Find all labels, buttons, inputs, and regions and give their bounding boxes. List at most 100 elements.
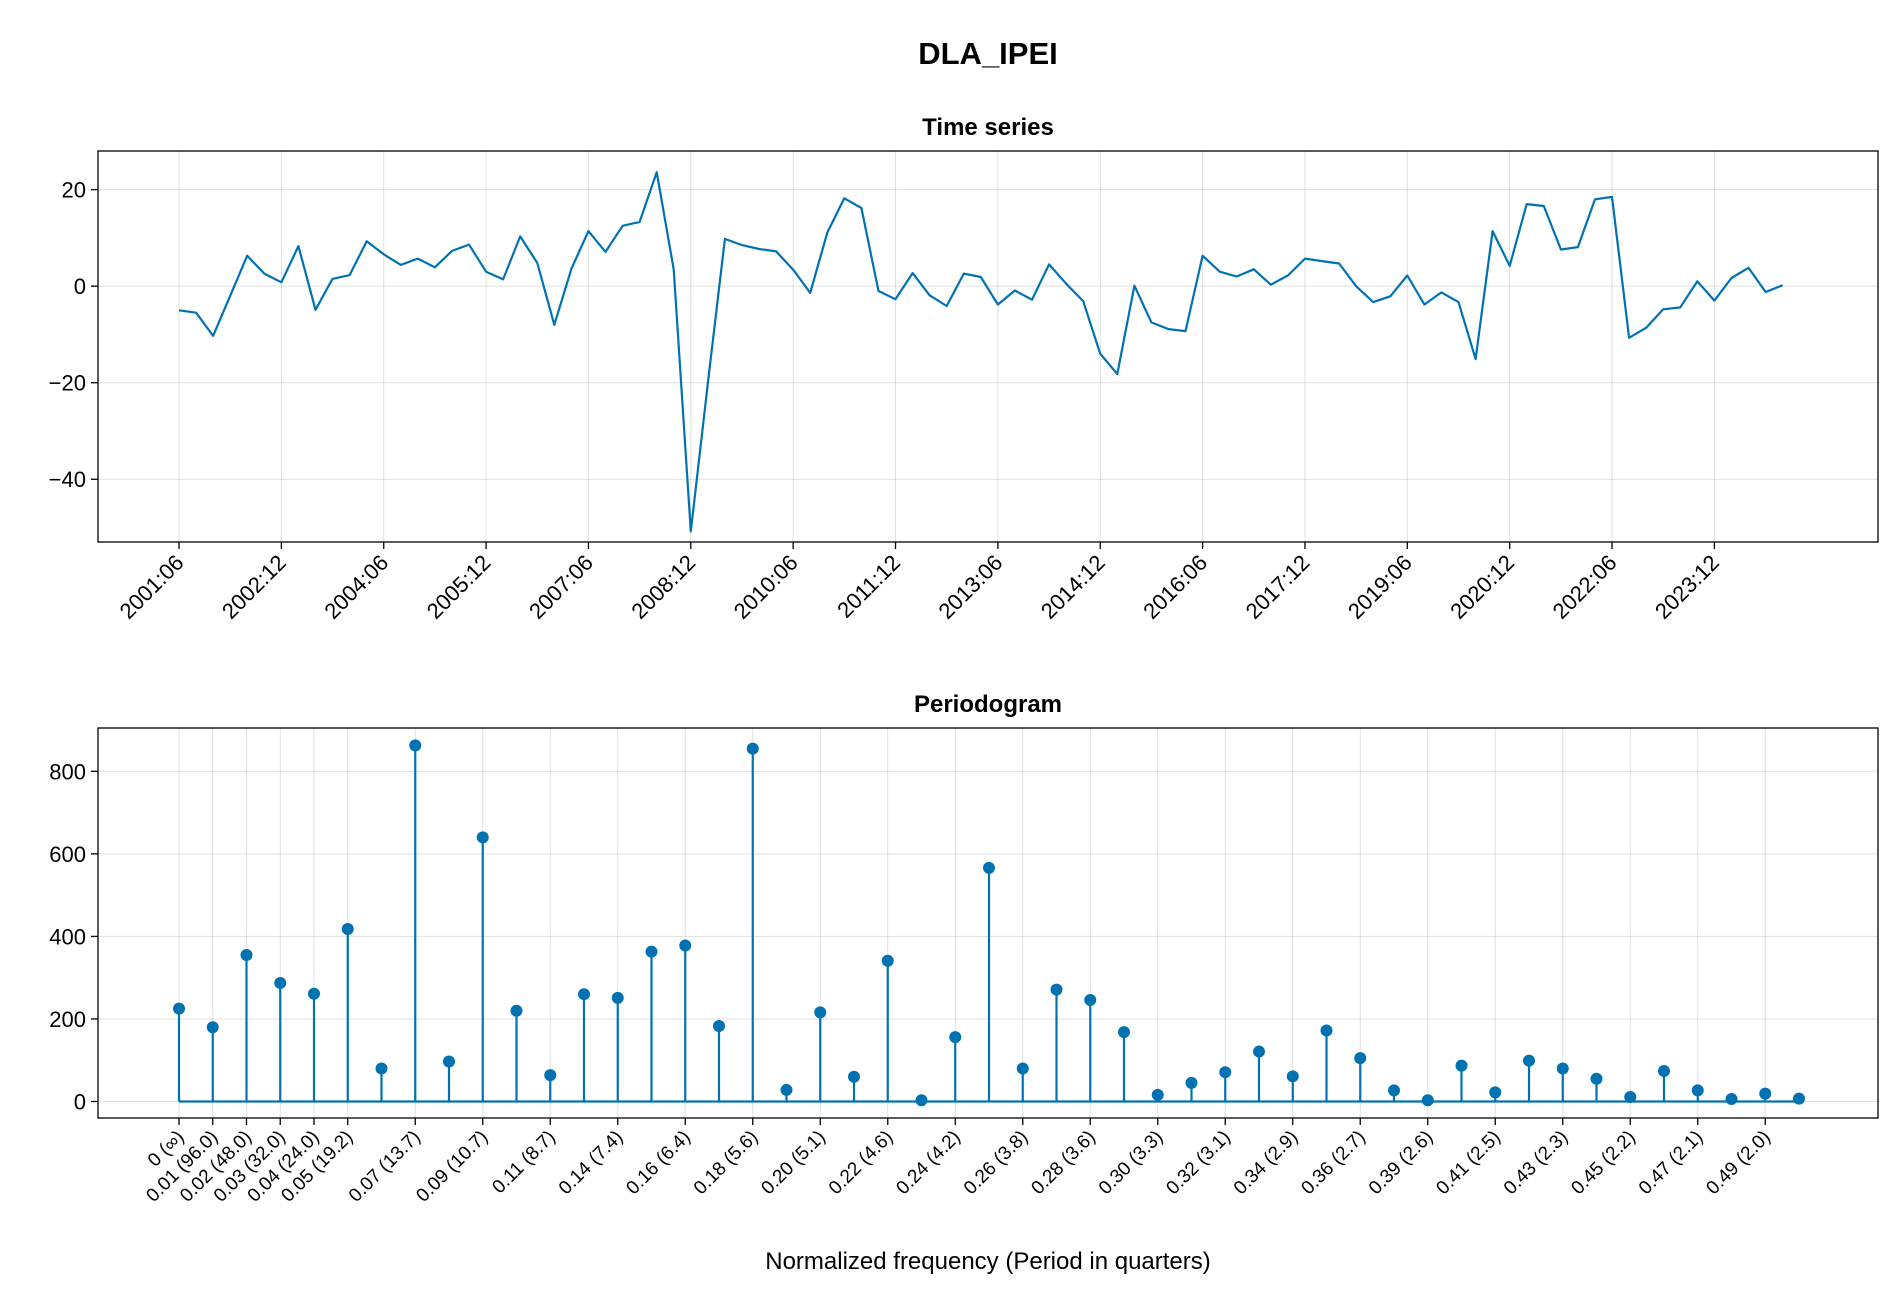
time-series-y-tick-label: −20 xyxy=(49,371,86,396)
time-series-line-group xyxy=(178,171,1784,533)
periodogram-point xyxy=(341,922,354,935)
periodogram-point xyxy=(409,739,422,752)
time-series-y-tick-label: −40 xyxy=(49,467,86,492)
periodogram-point xyxy=(645,945,658,958)
periodogram-point xyxy=(274,977,287,990)
periodogram-x-tick-label: 0.41 (2.5) xyxy=(1432,1127,1504,1199)
periodogram-y-tick-label: 800 xyxy=(49,759,86,784)
time-series-x-tick-label: 2022:06 xyxy=(1548,550,1622,624)
periodogram-point xyxy=(1523,1054,1535,1067)
periodogram-point xyxy=(848,1070,860,1083)
periodogram-point xyxy=(1084,993,1097,1006)
time-series-x-tick-label: 2017:12 xyxy=(1241,550,1315,624)
time-series-y-tick-label: 0 xyxy=(74,274,86,299)
time-series-title: Time series xyxy=(922,114,1054,141)
time-series-frame xyxy=(97,150,1879,543)
periodogram-point xyxy=(881,954,894,967)
periodogram-point xyxy=(1016,1062,1029,1075)
time-series-x-tick-label: 2013:06 xyxy=(934,550,1008,624)
time-series-x-tick-label: 2002:12 xyxy=(217,550,291,624)
time-series-x-tick-label: 2005:12 xyxy=(422,550,496,624)
periodogram-point xyxy=(375,1062,388,1075)
periodogram-x-tick-label: 0.24 (4.2) xyxy=(892,1127,964,1199)
periodogram-x-tick-label: 0.28 (3.6) xyxy=(1027,1127,1099,1199)
periodogram-x-tick-label: 0.34 (2.9) xyxy=(1230,1127,1302,1199)
periodogram-point xyxy=(1590,1072,1603,1085)
periodogram-x-tick-label: 0.45 (2.2) xyxy=(1567,1127,1639,1199)
periodogram-point xyxy=(713,1019,725,1032)
periodogram-point xyxy=(780,1083,793,1096)
periodogram-y-tick-label: 600 xyxy=(49,842,86,867)
periodogram-x-tick-label: 0.32 (3.1) xyxy=(1162,1127,1234,1199)
periodogram-x-tick-label: 0.09 (10.7) xyxy=(412,1127,492,1207)
periodogram-point xyxy=(1759,1087,1772,1100)
periodogram-point xyxy=(443,1055,455,1068)
time-series-x-tick-label: 2023:12 xyxy=(1650,550,1724,624)
periodogram-y-tick-label: 0 xyxy=(74,1089,86,1114)
time-series-x-tick-label: 2011:12 xyxy=(832,550,905,623)
periodogram-point xyxy=(1320,1024,1333,1037)
periodogram-y-tick-label: 400 xyxy=(49,924,86,949)
periodogram-x-ticks: 0 (∞)0.01 (96.0)0.02 (48.0)0.03 (32.0)0.… xyxy=(142,1118,1775,1207)
time-series-x-tick-label: 2001:06 xyxy=(115,550,189,624)
periodogram-point xyxy=(1556,1062,1569,1075)
periodogram-x-tick-label: 0.14 (7.4) xyxy=(555,1127,627,1199)
periodogram-x-tick-label: 0.20 (5.1) xyxy=(757,1127,829,1199)
periodogram-point xyxy=(1185,1076,1198,1089)
periodogram-x-tick-label: 0.22 (4.6) xyxy=(825,1127,897,1199)
periodogram-x-tick-label: 0.16 (6.4) xyxy=(622,1127,694,1199)
periodogram-x-tick-label: 0.11 (8.7) xyxy=(488,1127,559,1198)
periodogram-point xyxy=(1691,1084,1704,1097)
periodogram-point xyxy=(915,1094,928,1107)
time-series-y-ticks: −40 −20 0 20 xyxy=(49,178,98,492)
periodogram-point xyxy=(1421,1094,1434,1107)
periodogram-x-tick-label: 0.18 (5.6) xyxy=(690,1127,762,1199)
periodogram-point xyxy=(1455,1059,1468,1072)
time-series-line xyxy=(178,171,1784,533)
periodogram-x-tick-label: 0.49 (2.0) xyxy=(1702,1127,1774,1199)
periodogram-point xyxy=(814,1006,827,1019)
periodogram-point xyxy=(510,1004,523,1017)
periodogram-x-tick-label: 0.26 (3.8) xyxy=(960,1127,1032,1199)
periodogram-point xyxy=(611,991,624,1004)
periodogram-point xyxy=(983,861,995,874)
periodogram-point xyxy=(1050,983,1063,996)
periodogram-point xyxy=(173,1002,185,1015)
periodogram-panel: Periodogram 0 200 400 600 800 0 (∞)0.01 (96.… xyxy=(49,691,1879,1275)
periodogram-x-tick-label: 0.47 (2.1) xyxy=(1635,1127,1707,1199)
periodogram-x-tick-label: 0.43 (2.3) xyxy=(1500,1127,1572,1199)
time-series-x-tick-label: 2004:06 xyxy=(319,550,393,624)
periodogram-point xyxy=(206,1021,219,1034)
periodogram-point xyxy=(1253,1045,1265,1058)
periodogram-point xyxy=(1624,1090,1637,1103)
time-series-x-tick-label: 2014:12 xyxy=(1036,550,1110,624)
periodogram-x-tick-label: 0.07 (13.7) xyxy=(345,1127,425,1207)
time-series-x-tick-label: 2008:12 xyxy=(626,550,700,624)
time-series-x-tick-label: 2007:06 xyxy=(524,550,598,624)
periodogram-point xyxy=(240,948,253,961)
periodogram-point xyxy=(1151,1088,1164,1101)
time-series-x-tick-label: 2010:06 xyxy=(729,550,803,624)
periodogram-x-tick-label: 0.39 (2.6) xyxy=(1365,1127,1437,1199)
time-series-x-tick-label: 2020:12 xyxy=(1445,550,1519,624)
periodogram-point xyxy=(1658,1064,1670,1077)
periodogram-y-tick-label: 200 xyxy=(49,1007,86,1032)
periodogram-point xyxy=(1725,1093,1738,1106)
periodogram-point xyxy=(544,1069,557,1082)
periodogram-point xyxy=(1388,1084,1400,1097)
periodogram-point xyxy=(1489,1086,1502,1099)
periodogram-frame xyxy=(97,727,1879,1119)
periodogram-point xyxy=(476,831,489,844)
periodogram-y-ticks: 0 200 400 600 800 xyxy=(49,759,98,1114)
periodogram-x-tick-label: 0.30 (3.3) xyxy=(1095,1127,1167,1199)
time-series-x-ticks: 2001:06 2002:12 2004:06 2005:12 2007:06 2008:… xyxy=(115,542,1724,624)
time-series-x-tick-label: 2016:06 xyxy=(1138,550,1212,624)
periodogram-x-axis-label: Normalized frequency (Period in quarters… xyxy=(765,1248,1211,1275)
periodogram-title: Periodogram xyxy=(914,691,1062,718)
time-series-panel: Time series −40 −20 0 20 2001:06 2002:12 2004… xyxy=(49,114,1879,624)
periodogram-point xyxy=(308,987,320,1000)
figure-title: DLA_IPEI xyxy=(918,36,1058,71)
time-series-grid xyxy=(98,151,1878,542)
